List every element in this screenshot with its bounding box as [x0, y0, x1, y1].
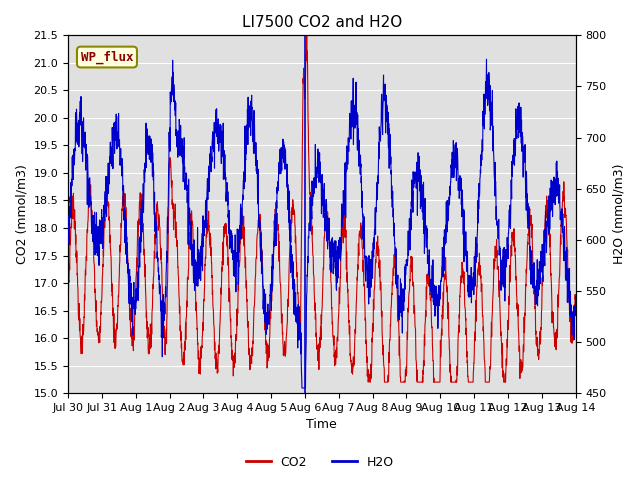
- Text: WP_flux: WP_flux: [81, 50, 133, 64]
- Title: LI7500 CO2 and H2O: LI7500 CO2 and H2O: [242, 15, 402, 30]
- X-axis label: Time: Time: [307, 419, 337, 432]
- Legend: CO2, H2O: CO2, H2O: [241, 451, 399, 474]
- Y-axis label: H2O (mmol/m3): H2O (mmol/m3): [612, 164, 625, 264]
- Y-axis label: CO2 (mmol/m3): CO2 (mmol/m3): [15, 164, 28, 264]
